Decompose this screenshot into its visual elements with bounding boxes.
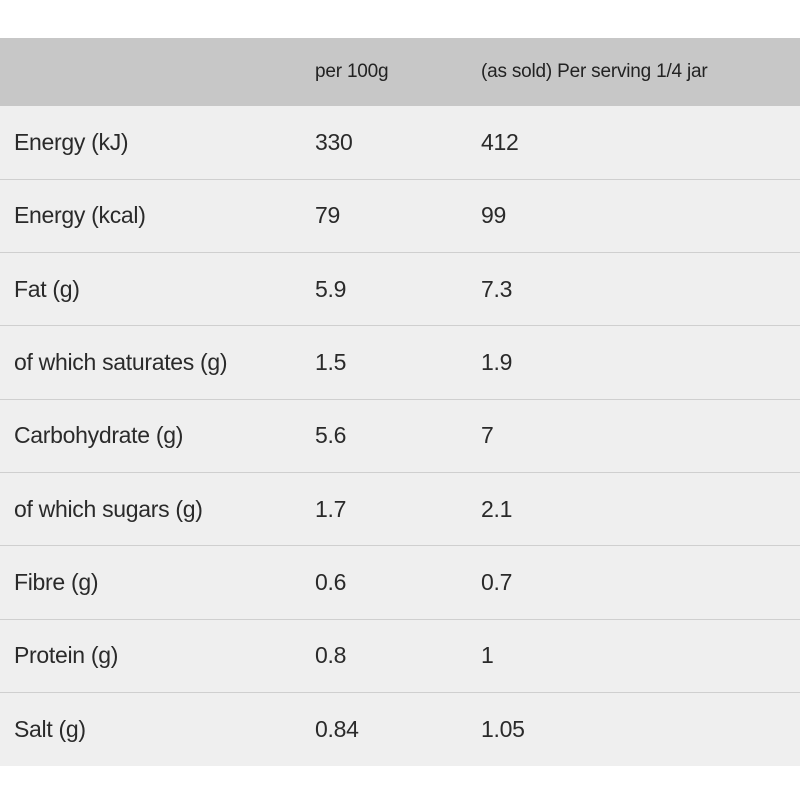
nutrient-label: Protein (g) xyxy=(0,619,301,693)
per-100g-value: 79 xyxy=(301,179,467,254)
table-row: Energy (kJ) 330 412 xyxy=(0,106,800,180)
table-row: Fibre (g) 0.6 0.7 xyxy=(0,545,800,620)
header-per-serving: (as sold) Per serving 1/4 jar xyxy=(481,61,708,82)
per-serving-value: 1.9 xyxy=(467,325,800,400)
per-100g-value: 1.7 xyxy=(301,472,467,547)
nutrient-label: Fat (g) xyxy=(0,252,301,327)
table-row: of which saturates (g) 1.5 1.9 xyxy=(0,325,800,400)
table-row: Energy (kcal) 79 99 xyxy=(0,179,800,254)
nutrient-label: Carbohydrate (g) xyxy=(0,399,301,473)
per-100g-value: 0.8 xyxy=(301,619,467,693)
per-serving-value: 7 xyxy=(467,399,800,473)
table-row: Fat (g) 5.9 7.3 xyxy=(0,252,800,327)
nutrient-label: Energy (kJ) xyxy=(0,106,301,180)
per-serving-value: 412 xyxy=(467,106,800,180)
per-100g-value: 0.84 xyxy=(315,715,359,742)
header-per-100g: per 100g xyxy=(315,61,389,82)
per-serving-value: 99 xyxy=(467,179,800,254)
table-body: Energy (kJ) 330 412 Energy (kcal) 79 99 … xyxy=(0,106,800,766)
nutrient-label: Salt (g) xyxy=(14,715,86,742)
nutrient-label: of which sugars (g) xyxy=(0,472,301,547)
table-row: of which sugars (g) 1.7 2.1 xyxy=(0,472,800,547)
per-100g-value: 1.5 xyxy=(301,325,467,400)
header-nutrient xyxy=(0,38,301,106)
table-row: Protein (g) 0.8 1 xyxy=(0,619,800,693)
table-row: Carbohydrate (g) 5.6 7 xyxy=(0,399,800,473)
per-100g-value: 0.6 xyxy=(301,545,467,620)
per-serving-value: 0.7 xyxy=(467,545,800,620)
table-row: Salt (g) 0.84 1.05 xyxy=(0,692,800,766)
per-serving-value: 2.1 xyxy=(467,472,800,547)
per-100g-value: 5.9 xyxy=(301,252,467,327)
nutrient-label: Energy (kcal) xyxy=(0,179,301,254)
nutrient-label: of which saturates (g) xyxy=(0,325,301,400)
nutrition-table: per 100g (as sold) Per serving 1/4 jar E… xyxy=(0,38,800,766)
per-100g-value: 330 xyxy=(301,106,467,180)
header-row: per 100g (as sold) Per serving 1/4 jar xyxy=(0,38,800,106)
table-header: per 100g (as sold) Per serving 1/4 jar xyxy=(0,38,800,106)
per-100g-value: 5.6 xyxy=(301,399,467,473)
per-serving-value: 1.05 xyxy=(481,715,525,742)
per-serving-value: 7.3 xyxy=(467,252,800,327)
per-serving-value: 1 xyxy=(467,619,800,693)
nutrient-label: Fibre (g) xyxy=(0,545,301,620)
